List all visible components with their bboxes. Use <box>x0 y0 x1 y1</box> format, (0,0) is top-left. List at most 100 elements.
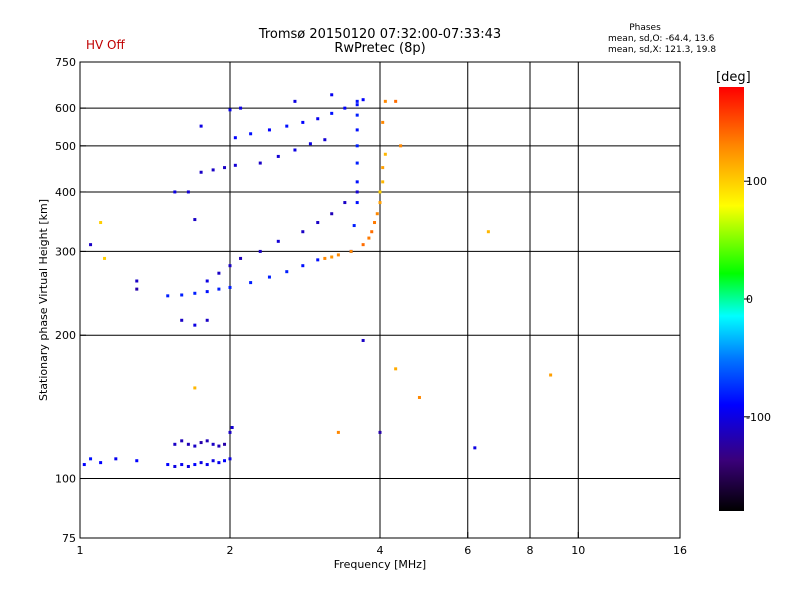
data-point <box>99 461 103 465</box>
data-point <box>293 99 297 103</box>
data-point <box>180 318 184 322</box>
data-point <box>316 221 320 225</box>
x-tick-label: 8 <box>527 544 534 557</box>
data-point <box>89 243 93 247</box>
data-point <box>381 120 385 124</box>
axis-ticks: 1 2 4 6 8 10 16 75 100 200 300 400 500 600 750 <box>55 56 687 557</box>
data-point <box>114 457 118 461</box>
data-point <box>417 395 421 399</box>
data-point <box>199 170 203 174</box>
data-point <box>323 256 327 260</box>
data-point <box>193 218 197 222</box>
data-point <box>239 256 243 260</box>
colorbar-unit-label: [deg] <box>716 70 751 85</box>
data-point <box>217 444 221 448</box>
data-point <box>135 279 139 283</box>
data-point <box>378 430 382 434</box>
data-point <box>230 425 234 429</box>
data-point <box>223 442 227 446</box>
y-tick-label: 75 <box>62 532 76 545</box>
plot-title-line2: RwPretec (8p) <box>334 41 426 56</box>
data-point <box>276 239 280 243</box>
colorbar-tick-label: 0 <box>746 293 753 306</box>
colorbar-tick-label: -100 <box>746 411 771 424</box>
data-point <box>336 430 340 434</box>
data-point <box>383 152 387 156</box>
data-point <box>394 99 398 103</box>
data-point <box>301 264 305 268</box>
data-point <box>217 461 221 465</box>
data-point <box>355 103 359 107</box>
phase-stats-title: Phases <box>629 23 661 33</box>
y-tick-label: 500 <box>55 140 76 153</box>
data-point <box>205 279 209 283</box>
data-point <box>99 221 103 225</box>
data-point <box>355 161 359 165</box>
data-point <box>193 444 197 448</box>
data-point <box>217 287 221 291</box>
data-point <box>330 111 334 115</box>
y-tick-label: 100 <box>55 473 76 486</box>
data-point <box>394 367 398 371</box>
data-point <box>330 255 334 259</box>
data-point <box>285 270 289 274</box>
data-point <box>205 463 209 467</box>
data-point <box>349 249 353 253</box>
y-tick-label: 750 <box>55 56 76 69</box>
data-point <box>361 338 365 342</box>
data-point <box>180 293 184 297</box>
data-point <box>82 463 86 467</box>
data-point <box>355 113 359 117</box>
data-point <box>352 224 356 228</box>
data-point <box>193 463 197 467</box>
phase-stats-x-mode: mean, sd,X: 121.3, 19.8 <box>608 45 717 55</box>
data-point <box>205 318 209 322</box>
data-point <box>355 144 359 148</box>
hv-status-label: HV Off <box>86 38 125 52</box>
data-point <box>173 464 177 468</box>
data-point <box>323 138 327 142</box>
data-point <box>378 190 382 194</box>
data-point <box>258 161 262 165</box>
data-point <box>249 132 253 136</box>
data-point <box>249 281 253 285</box>
data-point <box>166 294 170 298</box>
data-point <box>205 290 209 294</box>
data-point <box>217 271 221 275</box>
data-point <box>211 442 215 446</box>
x-tick-label: 6 <box>464 544 471 557</box>
x-tick-label: 10 <box>571 544 585 557</box>
data-point <box>199 461 203 465</box>
data-point <box>301 230 305 234</box>
data-point <box>316 258 320 262</box>
data-point <box>361 98 365 102</box>
data-point <box>135 459 139 463</box>
y-tick-label: 300 <box>55 245 76 258</box>
data-point <box>367 236 371 240</box>
data-point <box>228 430 232 434</box>
x-tick-label: 2 <box>227 544 234 557</box>
data-point <box>173 442 177 446</box>
data-point <box>186 442 190 446</box>
data-point <box>473 446 477 450</box>
x-tick-label: 16 <box>673 544 687 557</box>
data-point <box>276 154 280 158</box>
data-point <box>399 144 403 148</box>
data-point <box>223 166 227 170</box>
data-point <box>308 142 312 146</box>
data-point <box>186 190 190 194</box>
data-point <box>267 128 271 132</box>
data-point <box>355 190 359 194</box>
data-point <box>316 117 320 121</box>
data-point <box>375 212 379 216</box>
data-point <box>223 459 227 463</box>
data-point <box>228 457 232 461</box>
data-point <box>89 457 93 461</box>
data-point <box>135 287 139 291</box>
data-point <box>486 230 490 234</box>
data-point <box>355 180 359 184</box>
data-point <box>549 373 553 377</box>
data-point <box>355 128 359 132</box>
x-tick-label: 1 <box>77 544 84 557</box>
